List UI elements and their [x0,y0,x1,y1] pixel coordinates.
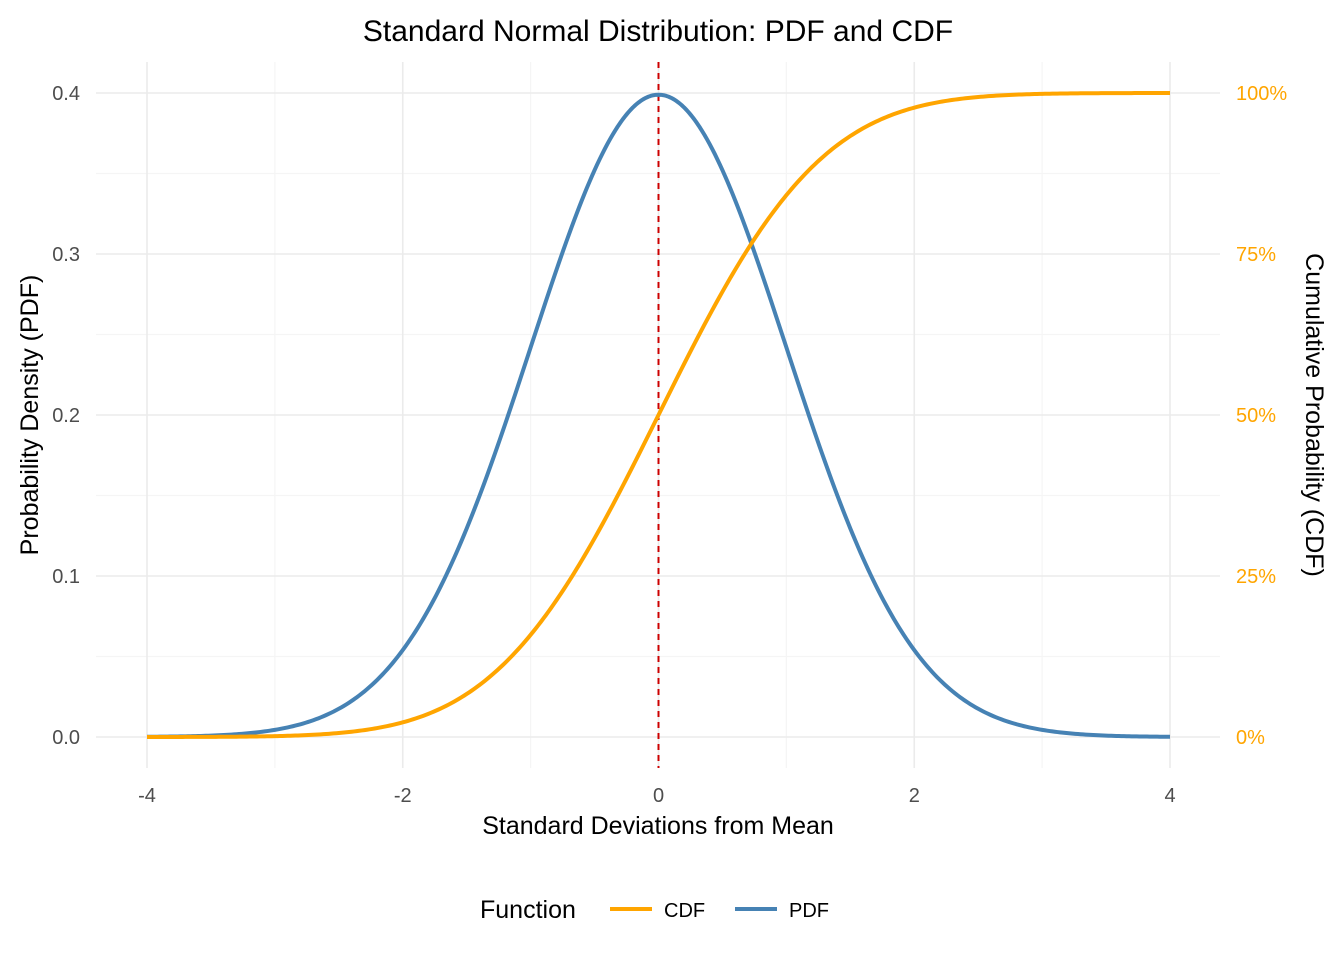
y-tick-label: 0.4 [52,83,80,105]
y-tick-label: 0.0 [52,727,80,749]
y-tick-label: 0.3 [52,244,80,266]
legend-title: Function [480,896,576,924]
legend-label-pdf: PDF [789,900,829,922]
x-tick-label: 0 [653,785,664,807]
y2-tick-label: 100% [1236,83,1287,105]
y-tick-label: 0.2 [52,405,80,427]
x-tick-label: 4 [1164,785,1175,807]
x-axis-ticks: -4 -2 0 2 4 [138,785,1175,807]
y2-axis-title: Cumulative Probability (CDF) [1300,253,1328,577]
y-tick-label: 0.1 [52,566,80,588]
y2-tick-label: 0% [1236,727,1265,749]
x-axis-title: Standard Deviations from Mean [482,812,834,840]
x-tick-label: 2 [909,785,920,807]
y2-tick-label: 75% [1236,244,1276,266]
y2-axis-ticks: 0% 25% 50% 75% 100% [1236,83,1287,749]
legend-label-cdf: CDF [664,900,705,922]
legend: Function CDF PDF [480,896,829,924]
pdf-series-line [146,92,1171,739]
x-tick-label: -2 [394,785,412,807]
y2-tick-label: 25% [1236,566,1276,588]
chart-title: Standard Normal Distribution: PDF and CD… [363,15,953,48]
cdf-series-line [147,91,1170,739]
y2-tick-label: 50% [1236,405,1276,427]
x-tick-label: -4 [138,785,156,807]
y-axis-title: Probability Density (PDF) [16,275,44,556]
y-axis-ticks: 0.0 0.1 0.2 0.3 0.4 [52,83,80,749]
